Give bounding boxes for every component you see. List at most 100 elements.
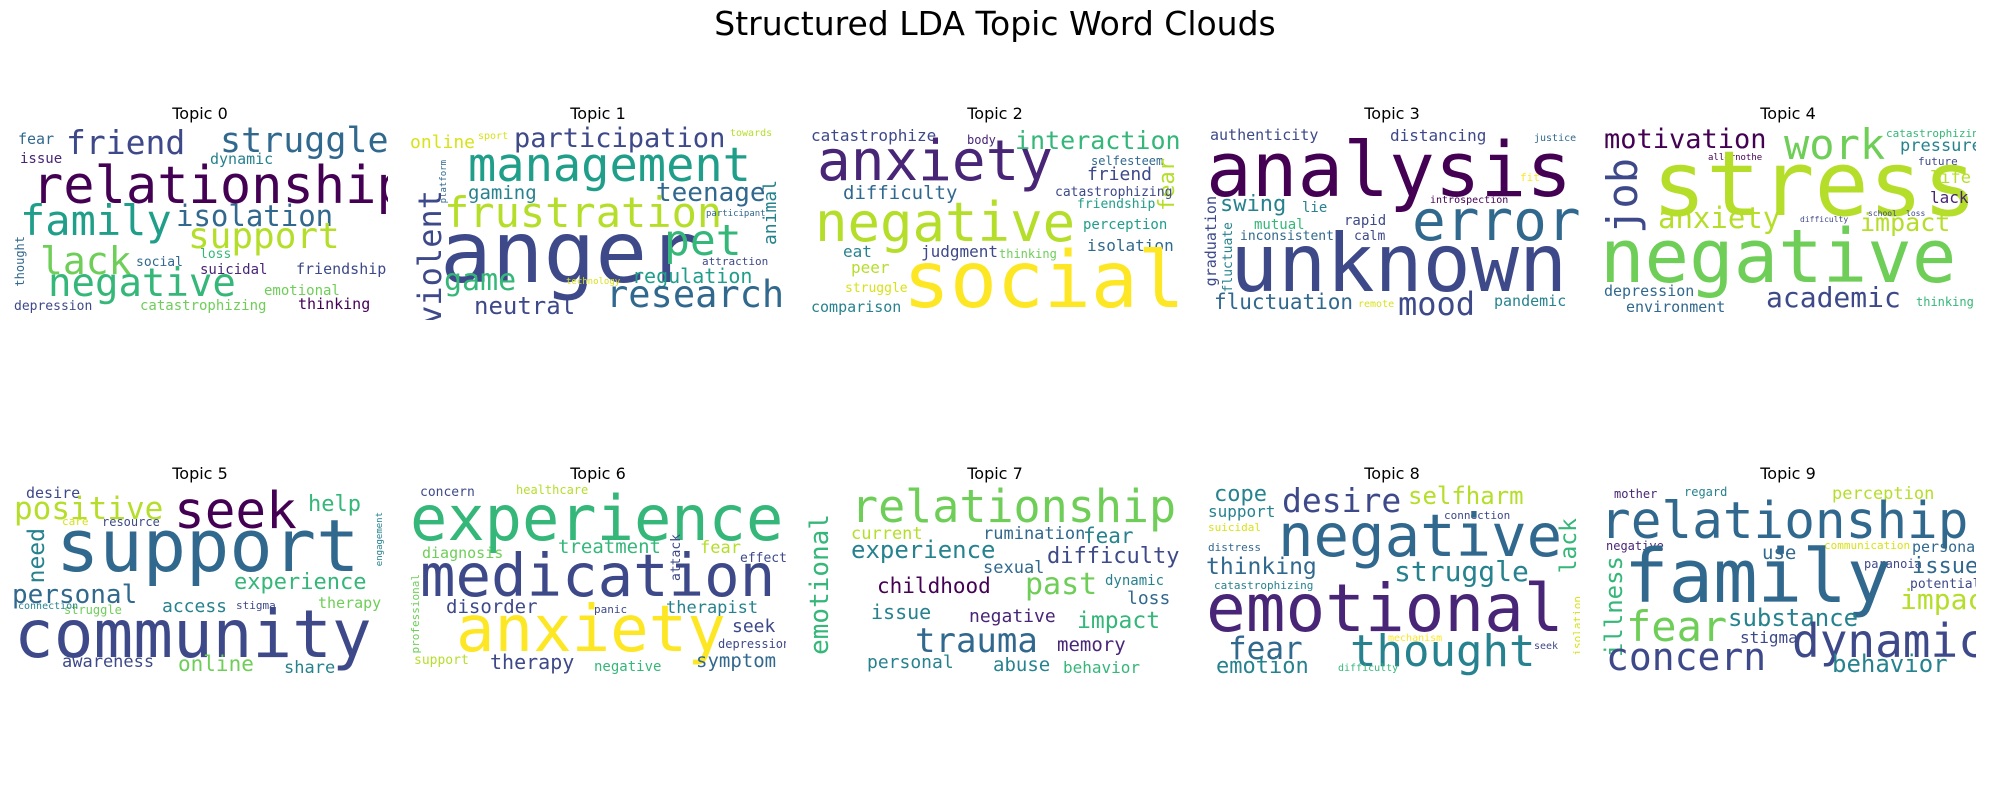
word-effect: effect [740,551,786,566]
word-treatment: treatment [558,536,661,558]
word-issue: issue [871,600,932,624]
word-connection: connection [1444,509,1511,522]
topic-6-title: Topic 6 [570,464,626,483]
word-swing: swing [1220,192,1287,217]
word-isolation: isolation [176,199,334,233]
word-impact: impact [1860,208,1951,237]
word-justice: justice [1534,133,1577,144]
word-motivation: motivation [1604,124,1767,155]
word-negative: negative [969,606,1056,627]
word-fear: fear [1228,631,1303,667]
word-therapy: therapy [490,650,575,674]
word-online: online [410,132,476,153]
word-difficulty: difficulty [1338,663,1399,674]
word-potential: potential [1910,577,1976,592]
word-participant: participant [706,209,766,219]
word-selfharm: selfharm [1408,484,1524,510]
word-past: past [1025,567,1098,602]
word-emotion: emotion [1216,654,1309,679]
word-support: support [188,216,340,257]
word-academic: academic [1766,281,1901,314]
word-impact: impact [1900,583,1976,616]
word-symptom: symptom [696,650,777,672]
word-emotional: emotional [1206,570,1564,647]
topic-3-title: Topic 3 [1364,104,1420,123]
word-participation: participation [514,124,726,154]
word-experience: experience [234,570,367,595]
word-mother: mother [1614,487,1658,501]
word-relationship: relationship [32,156,388,216]
topic-1-title: Topic 1 [570,104,626,123]
word-thinking: thinking [1206,554,1317,580]
word-communication: communication [1824,539,1911,552]
topic-3-word-cloud: authenticity distancing justice analysis… [1204,124,1580,320]
topic-5-title: Topic 5 [172,464,228,483]
word-abuse: abuse [993,654,1051,676]
word-difficulty: difficulty [1047,544,1180,569]
topic-9-word-cloud: mother regard perception relationship ne… [1600,484,1976,680]
topic-2-title: Topic 2 [967,104,1023,123]
word-issue: issue [20,151,63,167]
word-eat: eat [843,242,872,261]
word-healthcare: healthcare [516,484,589,497]
word-rumination: rumination [983,524,1086,544]
word-authenticity: authenticity [1210,126,1319,144]
word-medication: medication [420,541,776,610]
word-frustration: frustration [444,188,723,237]
word-connection: connection [18,601,79,612]
word-friend: friend [1087,164,1153,185]
word-suicidal: suicidal [200,262,268,278]
word-fear: fear [700,538,741,558]
word-online: online [178,652,254,676]
word-technology: technology [566,277,621,287]
topic-5-word-cloud: desire positive seek help care resource … [12,484,388,680]
word-stigma: stigma [1740,628,1798,647]
word-allornothe: allornothe [1708,153,1763,163]
word-catastrophizing: catastrophizing [140,298,267,314]
word-personal: personal [12,580,138,610]
word-negative: negative [1606,539,1664,553]
word-fear: fear [1626,602,1728,651]
word-gaming: gaming [468,182,537,204]
word-regulation: regulation [632,264,753,288]
word-depression: depression [718,637,786,651]
topic-8-title: Topic 8 [1364,464,1420,483]
word-resource: resource [102,515,160,529]
word-issue: issue [1912,554,1976,579]
word-analysis: analysis [1206,125,1573,214]
word-lack: lack [1556,518,1580,574]
word-dynamic: dynamic [1792,614,1976,668]
word-struggle: struggle [1394,555,1529,588]
word-negative: negative [48,261,236,306]
word-fear: fear [1083,524,1134,548]
word-care: care [62,515,89,528]
word-thinking: thinking [298,295,371,313]
word-negative: negative [1278,501,1563,570]
word-animal: animal [760,180,781,246]
word-attraction: attraction [702,255,769,268]
topic-7-title: Topic 7 [967,464,1023,483]
word-substance: substance [1728,604,1859,632]
word-impact: impact [1077,608,1161,634]
word-environment: environment [1626,298,1726,316]
word-positive: positive [14,491,164,527]
word-distancing: distancing [1390,126,1487,145]
word-engagement: engagement [375,512,385,567]
word-life: life [1930,168,1971,188]
word-loss: loss [1127,588,1171,609]
topic-6-word-cloud: concern healthcare experience diagnosis … [410,484,786,680]
word-pressure: pressure [1900,136,1976,156]
word-catastrophizing: catastrophizing [1055,185,1173,200]
word-isolation: isolation [1087,236,1174,255]
word-work: work [1784,124,1886,169]
word-body: body [967,133,996,147]
word-anger: anger [440,203,699,303]
word-anxiety: anxiety [456,593,726,667]
word-family: family [1624,534,1892,620]
word-dynamic: dynamic [1105,573,1165,589]
word-mechanism: mechanism [1388,633,1443,644]
word-memory: memory [1057,634,1126,656]
word-error: error [1412,189,1580,254]
topic-7-word-cloud: relationship current rumination fear exp… [807,484,1183,680]
word-negative: negative [1600,214,1957,300]
